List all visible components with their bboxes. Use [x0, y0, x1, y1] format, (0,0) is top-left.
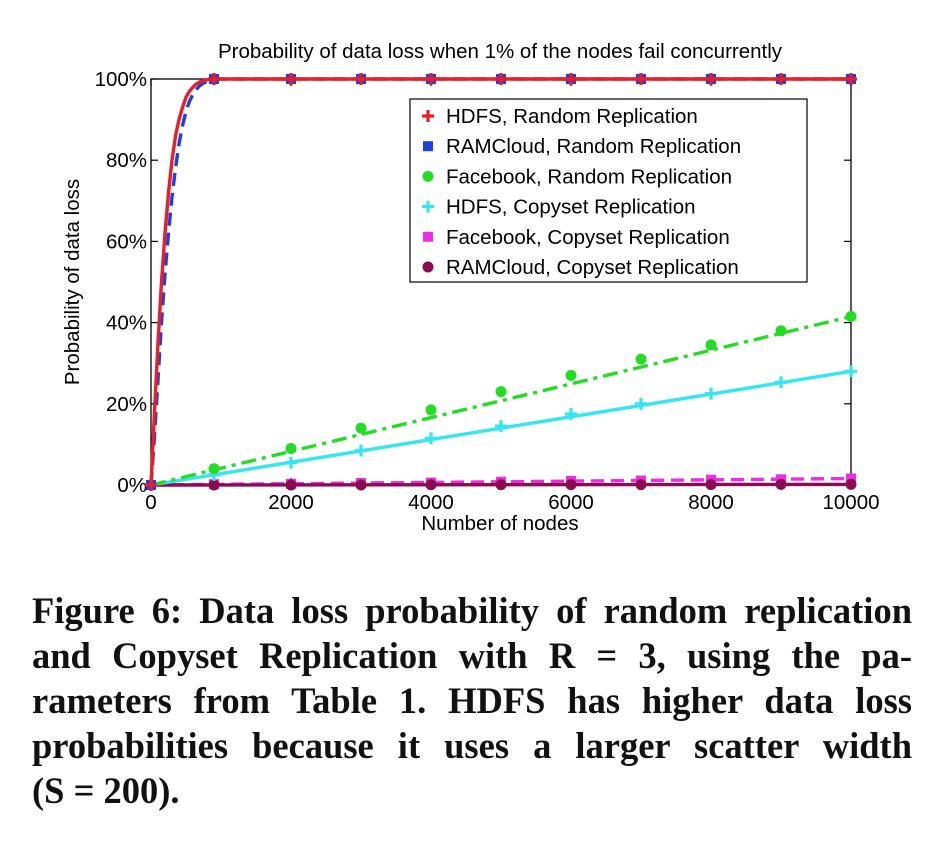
x-tick-label: 10000 — [822, 491, 879, 514]
x-axis-label: Number of nodes — [421, 512, 578, 535]
data-point — [565, 479, 577, 491]
x-tick-label: 2000 — [268, 491, 314, 514]
y-tick-label: 40% — [106, 312, 147, 335]
data-point — [285, 442, 297, 454]
caption-line: (S = 200). — [32, 770, 180, 811]
data-point — [845, 478, 857, 490]
data-point — [145, 479, 157, 491]
caption-line: and Copyset Replication with R = 3, usin… — [32, 635, 912, 676]
legend-entry: HDFS, Random Replication — [422, 105, 698, 128]
data-point — [423, 141, 433, 152]
legend-label: HDFS, Copyset Replication — [446, 196, 696, 219]
series-hdfs-copyset-replication — [145, 365, 857, 491]
legend-label: RAMCloud, Copyset Replication — [446, 256, 739, 279]
data-point — [208, 479, 220, 491]
data-point — [635, 479, 647, 491]
chart: Probability of data loss when 1% of the … — [61, 40, 880, 535]
data-point — [495, 386, 507, 398]
data-point — [705, 387, 717, 400]
data-point — [565, 407, 577, 420]
x-tick-label: 4000 — [408, 491, 454, 514]
data-point — [495, 420, 507, 433]
data-point — [425, 479, 437, 491]
legend-entry: Facebook, Copyset Replication — [423, 226, 730, 249]
legend-entry: Facebook, Random Replication — [422, 165, 732, 188]
caption-line: Figure 6: Data loss probability of rando… — [32, 590, 912, 631]
data-point — [422, 110, 434, 122]
y-tick-label: 0% — [117, 474, 147, 497]
chart-title: Probability of data loss when 1% of the … — [218, 40, 783, 63]
data-point — [775, 376, 787, 389]
figure-caption: Figure 6: Data loss probability of rando… — [32, 588, 912, 813]
data-point — [775, 73, 787, 85]
series-ramcloud-copyset-replication — [145, 478, 857, 491]
legend-entry: RAMCloud, Random Replication — [423, 135, 741, 158]
caption-line: rameters from Table 1. HDFS has higher d… — [32, 680, 912, 721]
legend: HDFS, Random Replication RAMCloud, Random… — [409, 98, 808, 283]
data-point — [495, 73, 507, 85]
data-point — [355, 73, 367, 85]
data-point — [845, 311, 857, 323]
data-point — [705, 479, 717, 491]
data-point — [285, 73, 297, 85]
x-tick-label: 8000 — [688, 491, 734, 514]
x-tick-label: 0 — [145, 491, 156, 514]
y-tick-label: 20% — [106, 393, 147, 416]
legend-box — [409, 98, 808, 283]
data-point — [285, 456, 297, 469]
legend-entry: HDFS, Copyset Replication — [422, 196, 696, 219]
y-axis-label: Probability of data loss — [61, 179, 84, 385]
data-point — [355, 444, 367, 457]
data-point — [845, 365, 857, 378]
data-point — [355, 479, 367, 491]
y-tick-label: 80% — [106, 149, 147, 172]
data-point — [425, 432, 437, 445]
series-hdfs-random-replication — [145, 73, 857, 491]
data-point — [705, 339, 717, 351]
data-point — [425, 73, 437, 85]
legend-entry: RAMCloud, Copyset Replication — [422, 256, 739, 279]
data-point — [845, 73, 857, 85]
data-point — [846, 473, 856, 484]
legend-label: Facebook, Random Replication — [446, 165, 732, 188]
legend-label: RAMCloud, Random Replication — [446, 135, 741, 158]
y-tick-label: 100% — [95, 68, 147, 91]
caption-line: probabilities because it uses a larger s… — [32, 725, 912, 766]
series-facebook-random-replication — [145, 311, 857, 491]
data-point — [423, 231, 433, 242]
data-point — [422, 170, 434, 182]
data-point — [635, 397, 647, 410]
data-point — [208, 463, 220, 475]
legend-label: HDFS, Random Replication — [446, 105, 698, 128]
data-point — [775, 325, 787, 337]
data-point — [422, 200, 434, 213]
data-point — [208, 73, 220, 85]
data-point — [565, 369, 577, 381]
x-tick-label: 6000 — [548, 491, 594, 514]
data-point — [285, 479, 297, 491]
series-layer — [145, 73, 857, 491]
y-tick-label: 60% — [106, 230, 147, 253]
data-point — [495, 479, 507, 491]
legend-label: Facebook, Copyset Replication — [446, 226, 730, 249]
data-point — [635, 73, 647, 85]
data-point — [422, 261, 434, 273]
data-point — [775, 478, 787, 490]
data-point — [705, 73, 717, 85]
data-point — [635, 353, 647, 365]
series-line — [150, 314, 852, 487]
data-point — [355, 422, 367, 434]
data-point — [565, 73, 577, 85]
data-point — [425, 404, 437, 416]
